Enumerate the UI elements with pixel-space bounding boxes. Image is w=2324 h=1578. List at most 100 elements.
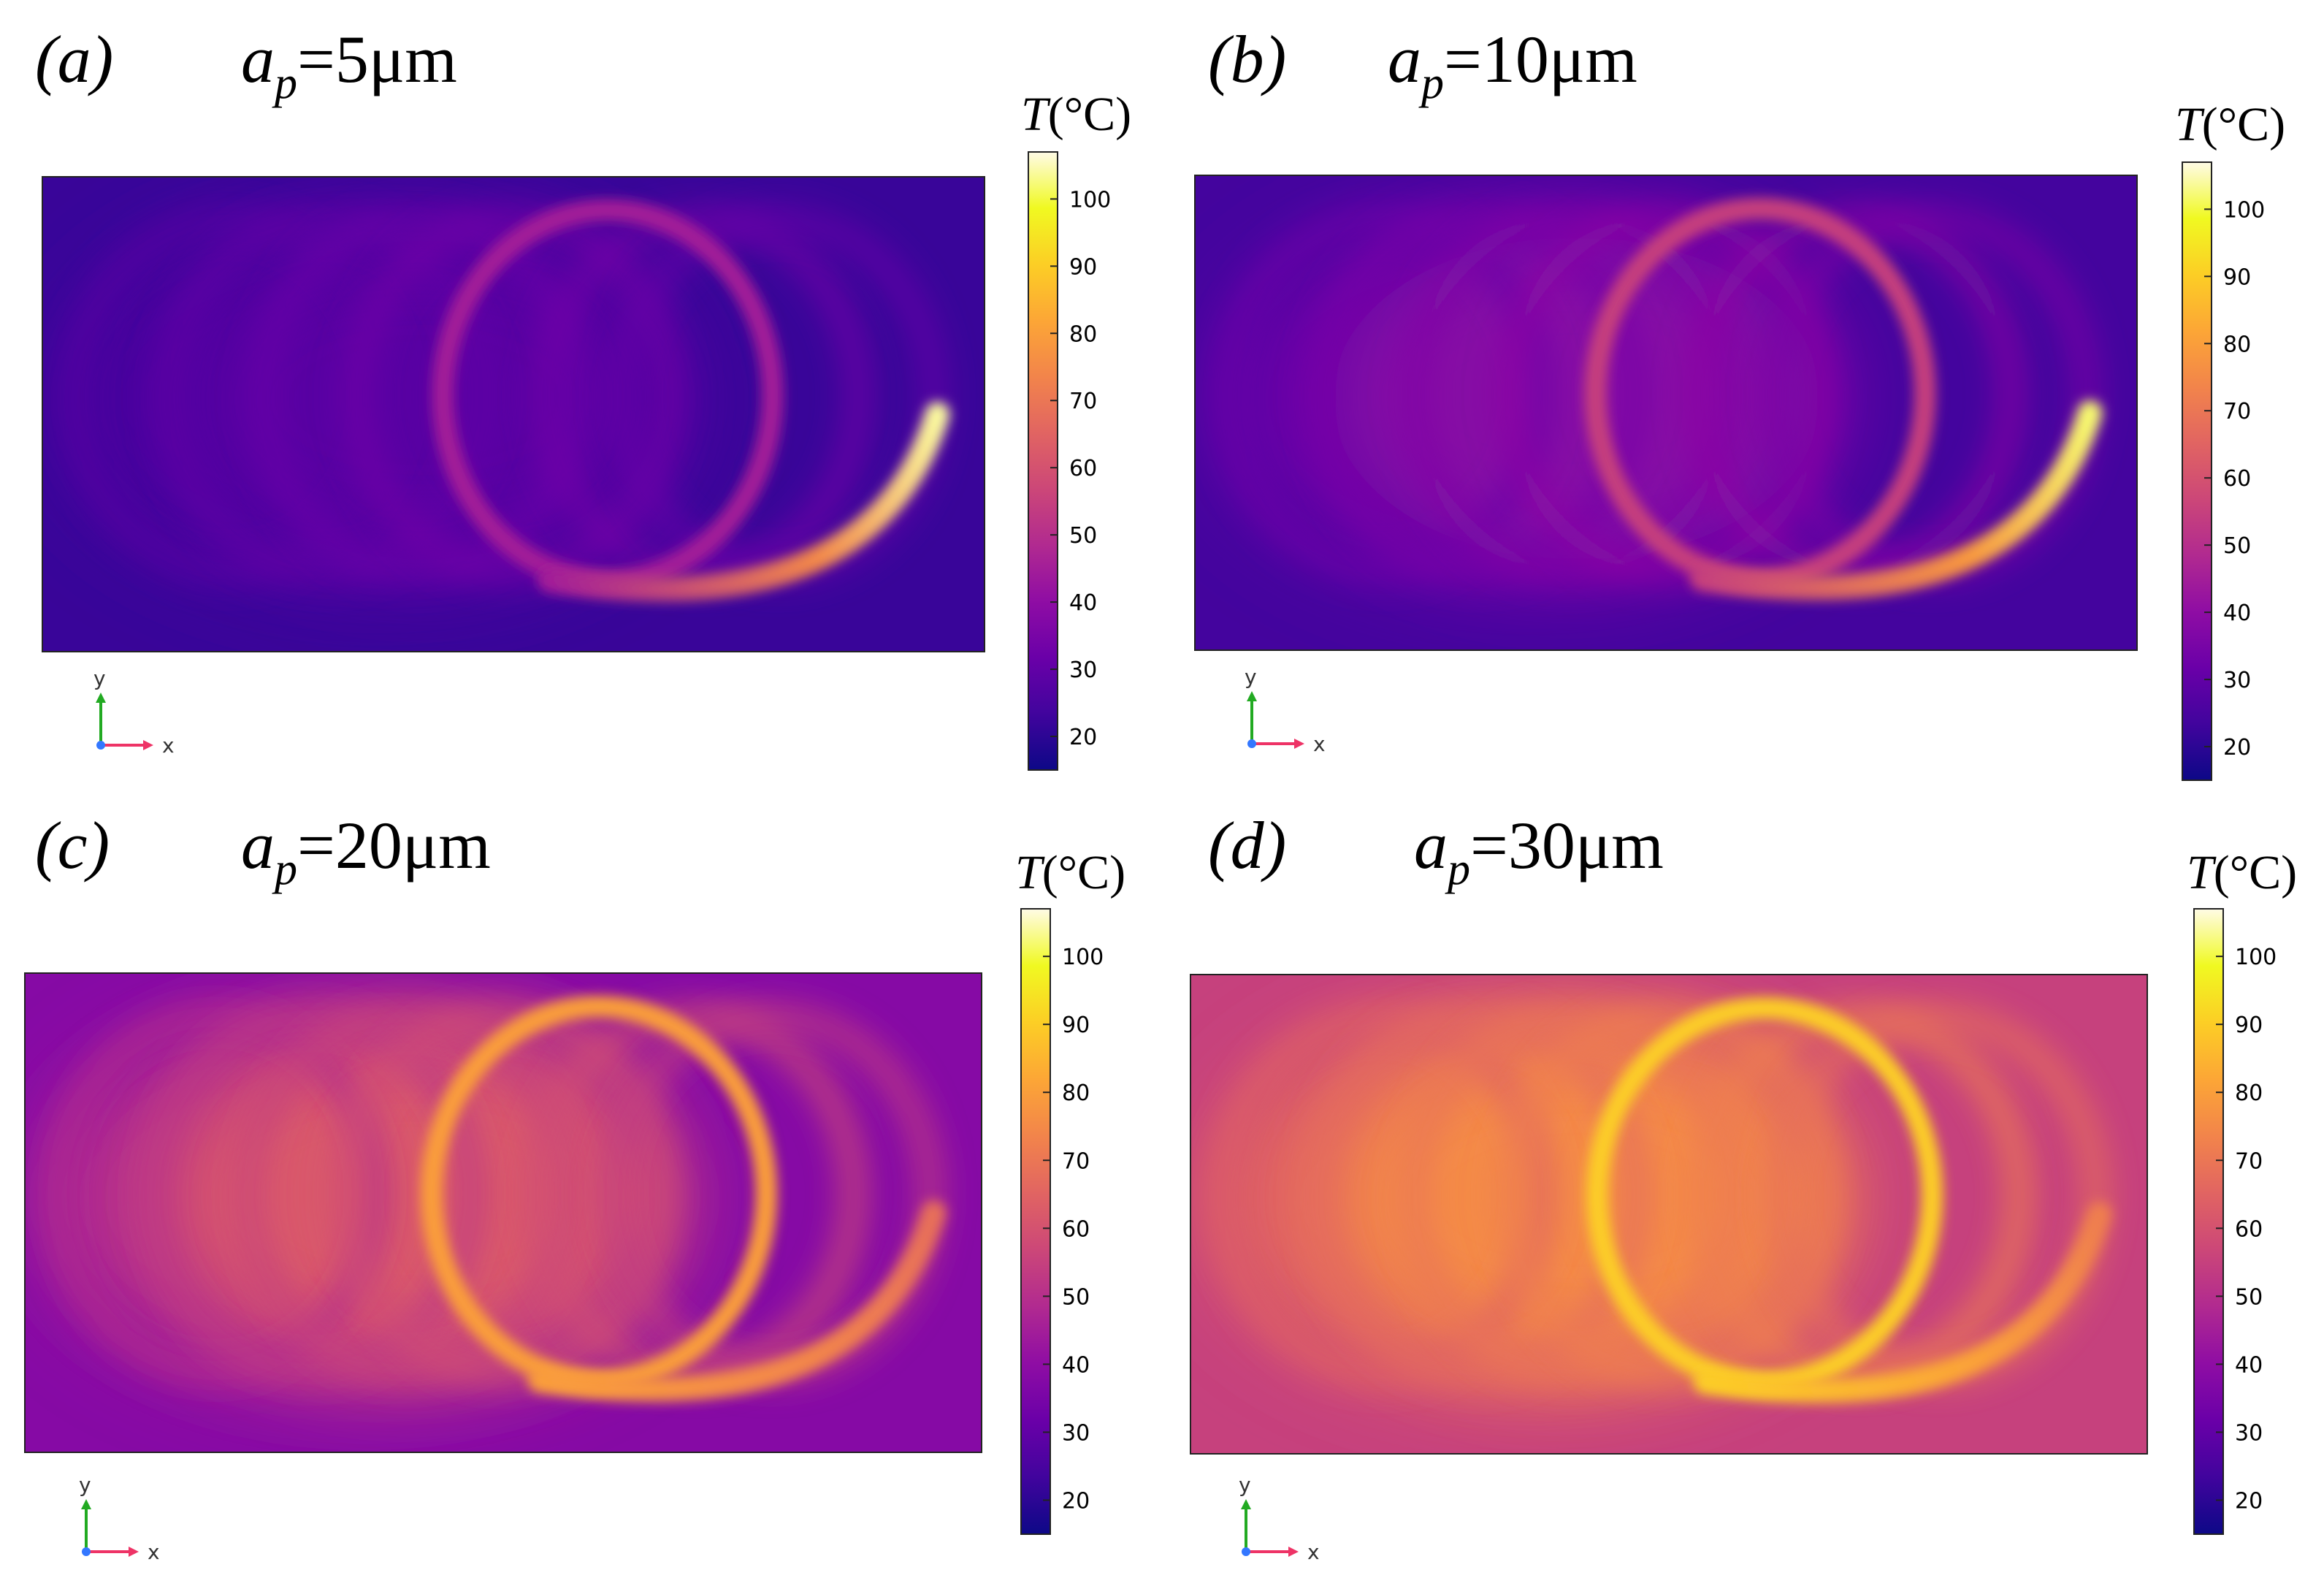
- axis-label-x: x: [1307, 1540, 1320, 1564]
- colorbar-tick-label: 50: [2223, 533, 2251, 559]
- colorbar-tick-label: 90: [2235, 1013, 2263, 1038]
- track-ring-faded: [1404, 1007, 1743, 1383]
- melt-pool-tail: [1689, 400, 2103, 601]
- colorbar-tick-label: 90: [1062, 1013, 1090, 1038]
- colorbar-tick-label: 20: [2223, 735, 2251, 761]
- plot-frame: [42, 176, 985, 652]
- heatmap-field: [1190, 975, 2147, 1454]
- plot-frame: [24, 972, 982, 1453]
- axis-label-x: x: [148, 1540, 160, 1564]
- axis-label-x: x: [1313, 732, 1326, 756]
- heatmap-field: [42, 177, 985, 652]
- melt-pool-tail: [527, 1200, 947, 1402]
- track-ring-faded: [142, 1005, 481, 1381]
- colorbar-tick-label: 100: [1062, 945, 1104, 970]
- panel-label: (d): [1208, 808, 1286, 883]
- colorbar-tick-label: 50: [1062, 1284, 1090, 1310]
- panel-label: (a): [35, 22, 113, 96]
- colorbar-tick-label: 80: [1062, 1080, 1090, 1106]
- track-ring-faded: [1310, 207, 1645, 580]
- track-ring-faded: [1499, 1007, 1838, 1383]
- parameter-label: ap=5μm: [241, 22, 457, 108]
- colorbar-tick-label: 70: [2223, 399, 2251, 424]
- plot-frame: [1190, 974, 2148, 1455]
- colorbar-tick-label: 70: [1069, 389, 1097, 414]
- colorbar-tick-label: 100: [2235, 945, 2277, 970]
- colorbar-tick-label: 40: [2235, 1352, 2263, 1378]
- colorbar-tick-label: 80: [2223, 332, 2251, 357]
- colorbar-tick-label: 100: [2223, 197, 2265, 223]
- colorbar: [2193, 908, 2224, 1535]
- colorbar-title: T(°C): [2187, 846, 2297, 899]
- colorbar-tick-label: 40: [2223, 601, 2251, 626]
- colorbar-tick-label: 30: [1062, 1420, 1090, 1446]
- colorbar-tick-label: 40: [1069, 590, 1097, 616]
- track-ring-faded: [1687, 207, 2022, 580]
- track-ring-faded: [1308, 1007, 1647, 1383]
- track-ring-faded: [252, 209, 586, 582]
- track-ring-faded: [238, 1005, 577, 1381]
- colorbar-tick-label: 90: [2223, 264, 2251, 290]
- colorbar: [1020, 908, 1051, 1535]
- xy-axis-triad-icon: yx: [79, 1473, 160, 1564]
- colorbar-tick-label: 100: [1069, 187, 1111, 213]
- colorbar-tick-label: 80: [1069, 321, 1097, 347]
- parameter-label: ap=10μm: [1388, 22, 1637, 108]
- axis-label-y: y: [1245, 665, 1257, 689]
- colorbar-tick-label: 50: [2235, 1284, 2263, 1310]
- colorbar-tick-label: 30: [1069, 658, 1097, 683]
- colorbar-title: T(°C): [2175, 98, 2285, 151]
- track-ring-faded: [64, 209, 398, 582]
- track-ring-faded: [47, 1005, 386, 1381]
- colorbar: [2182, 161, 2212, 781]
- track-ring-faded: [334, 1005, 673, 1381]
- heatmap-field: [1195, 175, 2137, 650]
- colorbar-tick-label: 20: [2235, 1488, 2263, 1514]
- melt-pool-tail: [537, 402, 950, 602]
- axis-label-y: y: [79, 1473, 91, 1497]
- colorbar-tick-label: 60: [2235, 1216, 2263, 1242]
- track-ring-faded: [1691, 1007, 2030, 1383]
- xy-axis-triad-icon: yx: [1239, 1473, 1320, 1564]
- panel-d: 20 30 40 50 60 70 80 90 100 T(°C) (d) ap=30μm yx: [1190, 808, 2297, 1564]
- colorbar-tick-label: 60: [1062, 1216, 1090, 1242]
- track-ring-faded: [535, 209, 869, 582]
- track-ring-faded: [1404, 207, 1739, 580]
- track-ring-faded: [1499, 207, 1833, 580]
- xy-axis-triad-icon: yx: [1245, 665, 1326, 756]
- colorbar-title: T(°C): [1015, 846, 1125, 899]
- parameter-label: ap=20μm: [241, 808, 491, 894]
- melt-pool-tail: [1693, 1202, 2112, 1403]
- colorbar-tick-label: 60: [2223, 466, 2251, 492]
- track-ring-faded: [1212, 1007, 1551, 1383]
- colorbar-tick-label: 60: [1069, 456, 1097, 481]
- colorbar-tick-label: 70: [2235, 1148, 2263, 1174]
- colorbar-tick-label: 70: [1062, 1148, 1090, 1174]
- axis-label-x: x: [162, 733, 175, 758]
- axis-label-y: y: [93, 666, 106, 690]
- colorbar-tick-label: 20: [1062, 1488, 1090, 1514]
- colorbar-tick-label: 20: [1069, 725, 1097, 750]
- panel-label: (c): [35, 808, 110, 883]
- colorbar-tick-label: 50: [1069, 523, 1097, 549]
- track-ring-faded: [1216, 207, 1551, 580]
- plot-frame: [1194, 175, 2138, 651]
- panel-label: (b): [1208, 22, 1286, 96]
- colorbar-tick-label: 30: [2223, 668, 2251, 693]
- xy-axis-triad-icon: yx: [93, 666, 175, 758]
- colorbar-title: T(°C): [1021, 88, 1131, 141]
- track-ring-faded: [525, 1005, 864, 1381]
- track-ring-faded: [158, 209, 492, 582]
- colorbar: [1028, 151, 1058, 771]
- parameter-label: ap=30μm: [1414, 808, 1664, 894]
- colorbar-tick-label: 40: [1062, 1352, 1090, 1378]
- track-ring-faded: [346, 209, 681, 582]
- colorbar-tick-label: 90: [1069, 254, 1097, 280]
- colorbar-tick-label: 80: [2235, 1080, 2263, 1106]
- colorbar-tick-label: 30: [2235, 1420, 2263, 1446]
- heatmap-field: [25, 973, 982, 1452]
